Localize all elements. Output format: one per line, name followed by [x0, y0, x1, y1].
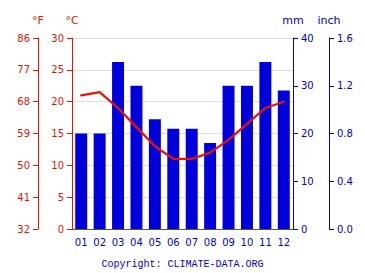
svg-text:50: 50: [17, 160, 30, 171]
svg-text:05: 05: [149, 237, 162, 248]
svg-text:11: 11: [259, 237, 272, 248]
svg-text:10: 10: [51, 160, 64, 171]
svg-text:30: 30: [301, 80, 314, 91]
svg-text:12: 12: [277, 237, 290, 248]
svg-text:0: 0: [301, 224, 307, 235]
svg-text:1.2: 1.2: [337, 80, 353, 91]
svg-text:03: 03: [112, 237, 125, 248]
svg-text:10: 10: [241, 237, 254, 248]
svg-text:°C: °C: [65, 14, 79, 27]
svg-text:°F: °F: [32, 14, 44, 27]
svg-text:04: 04: [130, 237, 143, 248]
svg-text:mm: mm: [282, 14, 303, 27]
svg-text:inch: inch: [317, 14, 340, 27]
svg-text:5: 5: [58, 192, 64, 203]
svg-text:15: 15: [51, 128, 64, 139]
svg-text:30: 30: [51, 33, 64, 44]
svg-text:59: 59: [17, 128, 30, 139]
svg-text:0.0: 0.0: [337, 224, 353, 235]
svg-text:1.6: 1.6: [337, 33, 353, 44]
svg-text:20: 20: [51, 96, 64, 107]
svg-text:20: 20: [301, 128, 314, 139]
svg-text:01: 01: [75, 237, 88, 248]
svg-text:25: 25: [51, 64, 64, 75]
svg-text:06: 06: [167, 237, 180, 248]
svg-text:40: 40: [301, 33, 314, 44]
svg-text:0.4: 0.4: [337, 176, 353, 187]
svg-text:0.8: 0.8: [337, 128, 353, 139]
svg-text:32: 32: [17, 224, 30, 235]
svg-text:10: 10: [301, 176, 314, 187]
svg-text:0: 0: [58, 224, 64, 235]
svg-text:07: 07: [185, 237, 198, 248]
svg-text:86: 86: [17, 33, 30, 44]
svg-text:77: 77: [17, 64, 30, 75]
svg-text:Copyright: CLIMATE-DATA.ORG: Copyright: CLIMATE-DATA.ORG: [101, 259, 263, 270]
svg-text:68: 68: [17, 96, 30, 107]
svg-text:09: 09: [222, 237, 235, 248]
svg-text:08: 08: [204, 237, 217, 248]
svg-text:41: 41: [17, 192, 30, 203]
svg-text:02: 02: [93, 237, 106, 248]
